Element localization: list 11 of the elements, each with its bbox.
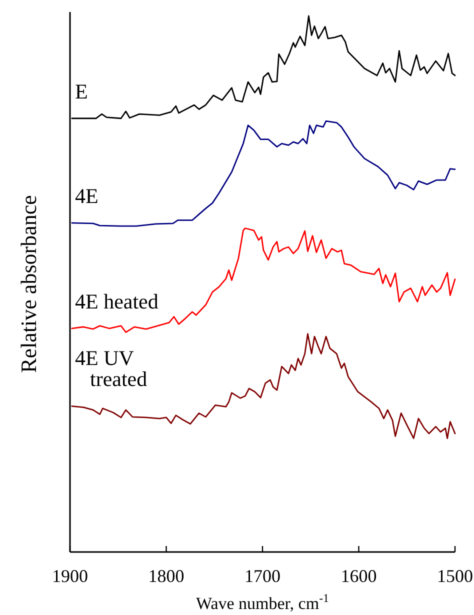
x-axis-title: Wave number, cm$^{-1}$	[196, 591, 330, 613]
x-tick-label: 1500	[437, 566, 473, 586]
series-label: 4E heated	[75, 289, 159, 314]
x-tick-label: 1800	[148, 566, 184, 586]
x-tick-label: 1600	[340, 566, 377, 586]
series-label: 4E	[75, 184, 98, 208]
x-tick-label: 1700	[244, 566, 280, 586]
series-label: E	[75, 79, 88, 104]
y-axis-title: Relative absorbance	[16, 195, 41, 373]
x-tick-label: 1900	[52, 566, 88, 586]
series-label: 4E UV treated	[75, 346, 148, 392]
